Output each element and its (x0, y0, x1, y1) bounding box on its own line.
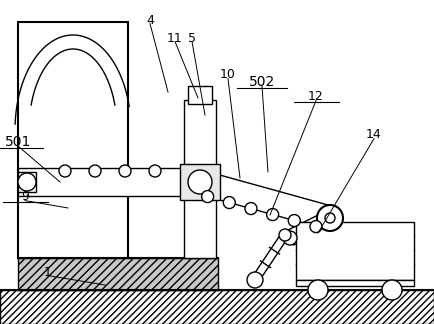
Circle shape (188, 170, 212, 194)
Circle shape (266, 209, 279, 221)
Circle shape (382, 280, 402, 300)
Polygon shape (286, 211, 334, 245)
Circle shape (325, 213, 335, 223)
Text: 9: 9 (21, 191, 29, 203)
Bar (296, 222, 414, 280)
Bar (18, 172, 36, 192)
Text: 10: 10 (220, 68, 236, 82)
Bar (0, 290, 434, 324)
Circle shape (245, 202, 257, 214)
Circle shape (288, 214, 300, 226)
Bar (180, 164, 220, 200)
Circle shape (283, 231, 297, 245)
Text: 12: 12 (308, 90, 324, 103)
Circle shape (59, 165, 71, 177)
Text: 1: 1 (44, 265, 52, 279)
Text: 4: 4 (146, 14, 154, 27)
Circle shape (119, 165, 131, 177)
Text: 502: 502 (249, 75, 275, 89)
Circle shape (279, 229, 291, 241)
Bar (188, 86, 212, 104)
Text: 501: 501 (5, 135, 31, 149)
Bar (184, 100, 216, 258)
Circle shape (224, 197, 235, 209)
Circle shape (247, 272, 263, 288)
Text: 14: 14 (366, 129, 382, 142)
Bar (18, 22, 128, 258)
Polygon shape (197, 170, 333, 230)
Circle shape (308, 280, 328, 300)
Circle shape (317, 205, 343, 231)
Circle shape (310, 221, 322, 233)
Circle shape (89, 165, 101, 177)
Bar (296, 280, 414, 286)
Bar (18, 168, 210, 196)
Text: 5: 5 (188, 31, 196, 44)
Circle shape (149, 165, 161, 177)
Circle shape (202, 191, 214, 202)
Bar (18, 258, 218, 290)
Circle shape (18, 173, 36, 191)
Text: 11: 11 (167, 31, 183, 44)
